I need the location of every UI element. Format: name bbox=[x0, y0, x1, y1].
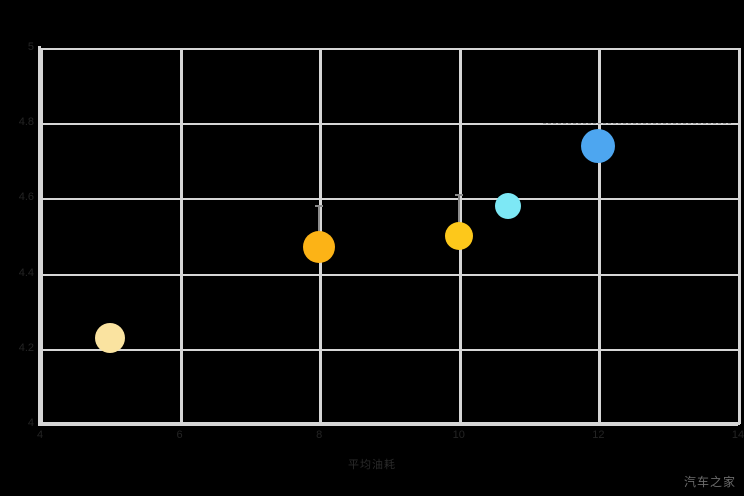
error-bar-cap bbox=[315, 205, 324, 208]
error-bar-cap bbox=[454, 194, 463, 196]
gridline-y-4.8 bbox=[40, 123, 738, 125]
x-tick-label: 12 bbox=[592, 429, 605, 441]
y-tick-label: 4.2 bbox=[18, 341, 34, 354]
x-axis-title: 平均油耗 bbox=[348, 459, 396, 471]
watermark: 汽车之家 bbox=[683, 475, 736, 489]
gridline-y-4.6 bbox=[40, 198, 738, 200]
gridline-y-4.4 bbox=[40, 274, 738, 276]
gridline-x-12 bbox=[598, 48, 601, 424]
error-bar-stem bbox=[318, 205, 321, 248]
y-tick-label: 4.6 bbox=[18, 191, 34, 204]
bubble-point-4[interactable] bbox=[494, 192, 521, 219]
y-tick-label: 4.8 bbox=[18, 116, 34, 129]
x-axis-line bbox=[40, 422, 740, 425]
gridline-y-5 bbox=[40, 48, 738, 50]
bubble-point-5[interactable] bbox=[581, 128, 616, 163]
reference-4.8 bbox=[543, 123, 731, 124]
bubble-point-2[interactable] bbox=[303, 231, 336, 264]
y-tick-label: 4 bbox=[27, 417, 34, 429]
gridline-y-4 bbox=[40, 424, 738, 426]
y-tick-label: 4.4 bbox=[18, 266, 34, 279]
y-tick-label: 5 bbox=[27, 41, 34, 53]
gridline-x-4 bbox=[40, 48, 43, 424]
bubble-point-3[interactable] bbox=[444, 222, 473, 250]
x-tick-label: 8 bbox=[316, 429, 323, 441]
x-tick-label: 10 bbox=[452, 429, 465, 441]
x-tick-label: 6 bbox=[176, 429, 183, 441]
error-bar-stem bbox=[457, 194, 460, 236]
x-tick-label: 14 bbox=[731, 429, 744, 441]
bubble-point-1[interactable] bbox=[94, 322, 125, 353]
gridline-x-14 bbox=[738, 48, 741, 424]
gridline-y-4.2 bbox=[40, 349, 738, 351]
gridline-x-6 bbox=[180, 48, 183, 424]
x-tick-label: 4 bbox=[36, 429, 44, 441]
y-axis-line bbox=[38, 46, 41, 426]
plot-area bbox=[40, 48, 741, 426]
